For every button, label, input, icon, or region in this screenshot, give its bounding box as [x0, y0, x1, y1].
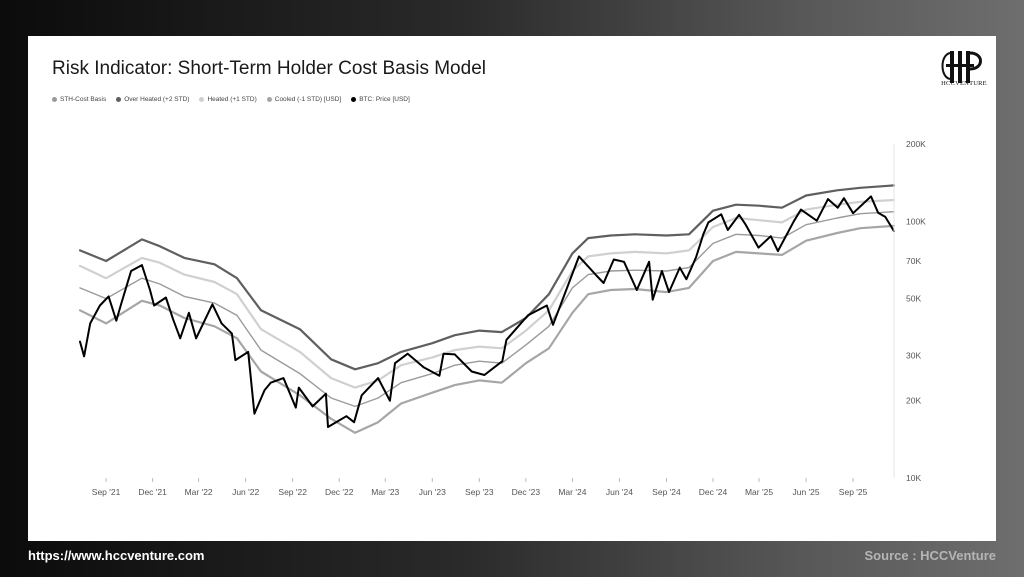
stcb-model-chart: 200K 100K 70K 50K 30K 20K 10K Sep '21 Dec '21 Ma…	[78, 139, 926, 497]
x-tick-label: Mar '22	[185, 487, 213, 497]
x-tick-label: Jun '24	[606, 487, 633, 497]
chart-card: Risk Indicator: Short-Term Holder Cost B…	[28, 36, 996, 541]
y-tick-label: 200K	[906, 139, 926, 149]
y-tick-label: 20K	[906, 396, 921, 406]
legend-item[interactable]: Over Heated (+2 STD)	[116, 96, 189, 103]
series-line-cooled-1-std-usd	[78, 224, 896, 434]
x-tick-label: Dec '21	[138, 487, 167, 497]
chart-title: Risk Indicator: Short-Term Holder Cost B…	[52, 58, 486, 79]
legend-item[interactable]: Cooled (-1 STD) [USD]	[266, 96, 342, 103]
x-tick-label: Dec '23	[512, 487, 541, 497]
x-tick-label: Sep '21	[92, 487, 121, 497]
legend-dot-icon	[266, 97, 272, 102]
y-tick-label: 70K	[906, 256, 921, 266]
y-tick-label: 100K	[906, 216, 926, 226]
y-tick-label: 10K	[906, 473, 921, 483]
x-tick-label: Mar '23	[371, 487, 399, 497]
logo-text: HCCVENTURE	[941, 80, 987, 87]
x-tick-label: Mar '25	[745, 487, 773, 497]
x-tick-label: Jun '25	[792, 487, 819, 497]
legend-label: Over Heated (+2 STD)	[124, 96, 190, 103]
series-line-heated-1-std	[78, 198, 896, 389]
x-tick-label: Jun '23	[419, 487, 446, 497]
x-tick-label: Sep '24	[652, 487, 681, 497]
y-tick-label: 30K	[906, 351, 921, 361]
y-axis-ticks: 200K 100K 70K 50K 30K 20K 10K	[906, 139, 926, 483]
y-tick-label: 50K	[906, 294, 921, 304]
x-tick-label: Sep '25	[839, 487, 868, 497]
legend-item[interactable]: BTC: Price [USD]	[351, 96, 410, 103]
legend-dot-icon	[116, 97, 122, 102]
legend-dot-icon	[199, 97, 205, 102]
hcc-logo-icon	[941, 51, 982, 83]
footer-source: Source : HCCVenture	[864, 548, 996, 563]
x-tick-label: Jun '22	[232, 487, 259, 497]
legend-label: Heated (+1 STD)	[207, 96, 257, 103]
chart-legend: STH-Cost Basis Over Heated (+2 STD) Heated…	[52, 96, 410, 103]
chart-series	[78, 184, 896, 434]
series-line-btc-price-usd	[79, 195, 895, 428]
x-tick-label: Mar '24	[558, 487, 586, 497]
legend-label: Cooled (-1 STD) [USD]	[274, 96, 342, 103]
x-tick-label: Dec '24	[699, 487, 728, 497]
legend-dot-icon	[351, 97, 357, 102]
x-tick-label: Sep '22	[278, 487, 307, 497]
legend-item[interactable]: Heated (+1 STD)	[199, 96, 257, 103]
x-axis-ticks: Sep '21 Dec '21 Mar '22 Jun '22 Sep '22 Dec '…	[92, 478, 868, 497]
footer-website-link[interactable]: https://www.hccventure.com	[28, 548, 205, 563]
legend-label: BTC: Price [USD]	[359, 96, 410, 103]
series-line-over-heated-2-std	[78, 184, 896, 371]
legend-dot-icon	[52, 97, 57, 102]
legend-label: STH-Cost Basis	[60, 96, 107, 103]
legend-item[interactable]: STH-Cost Basis	[52, 96, 106, 103]
x-tick-label: Dec '22	[325, 487, 354, 497]
series-line-sth-cost-basis	[79, 211, 895, 408]
x-tick-label: Sep '23	[465, 487, 494, 497]
